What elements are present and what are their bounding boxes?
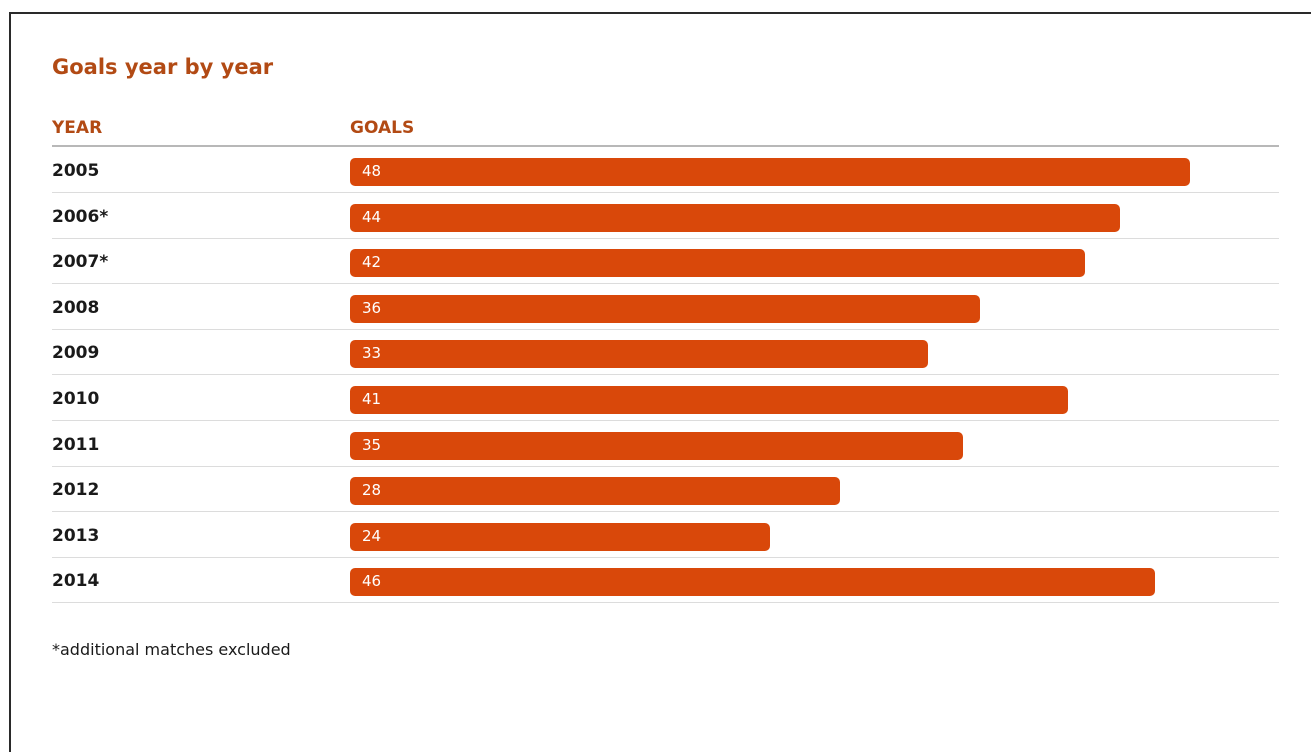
year-label: 2009 (52, 343, 100, 364)
year-label: 2011 (52, 434, 100, 455)
goals-value-label: 44 (362, 207, 382, 226)
column-header-goals: GOALS (350, 118, 415, 138)
chart-frame (9, 12, 1311, 752)
year-label: 2008 (52, 297, 100, 318)
year-label: 2014 (52, 571, 100, 592)
goals-value-label: 28 (362, 481, 382, 500)
goals-value-label: 33 (362, 344, 382, 363)
goals-bar: 41 (350, 386, 1068, 414)
goals-bar: 28 (350, 477, 840, 506)
year-label: 2007* (52, 252, 109, 273)
goals-bar: 36 (350, 294, 980, 323)
goals-value-label: 48 (362, 162, 382, 180)
goals-value-label: 42 (362, 253, 382, 272)
table-row: 2012 28 (52, 466, 1279, 513)
goals-value-label: 41 (362, 390, 382, 408)
goals-bar: 24 (350, 522, 770, 551)
goals-bar: 44 (350, 203, 1120, 232)
goals-value-label: 24 (362, 526, 382, 545)
goals-bar: 48 (350, 158, 1190, 186)
column-header-year: YEAR (52, 118, 103, 138)
year-label: 2013 (52, 525, 100, 546)
table-row: 2005 48 (52, 147, 1279, 193)
header-divider (52, 145, 1279, 147)
table-row: 2006* 44 (52, 193, 1279, 239)
goals-value-label: 36 (362, 298, 382, 317)
table-row: 2007* 42 (52, 238, 1279, 285)
table-row: 2013 24 (52, 512, 1279, 558)
goals-bar: 42 (350, 249, 1085, 278)
year-label: 2012 (52, 480, 100, 501)
year-label: 2006* (52, 206, 109, 227)
table-row: 2008 36 (52, 284, 1279, 330)
year-label: 2005 (52, 161, 100, 181)
goals-bar: 35 (350, 431, 963, 460)
chart-title: Goals year by year (52, 55, 274, 79)
goals-value-label: 46 (362, 572, 382, 591)
goals-value-label: 35 (362, 435, 382, 454)
table-row: 2009 33 (52, 329, 1279, 376)
table-row: 2014 46 (52, 557, 1279, 604)
year-label: 2010 (52, 389, 100, 409)
goals-bar: 46 (350, 568, 1155, 597)
table-row: 2011 35 (52, 421, 1279, 467)
chart-footnote: *additional matches excluded (52, 640, 291, 659)
table-row: 2010 41 (52, 375, 1279, 421)
goals-bar: 33 (350, 340, 928, 369)
